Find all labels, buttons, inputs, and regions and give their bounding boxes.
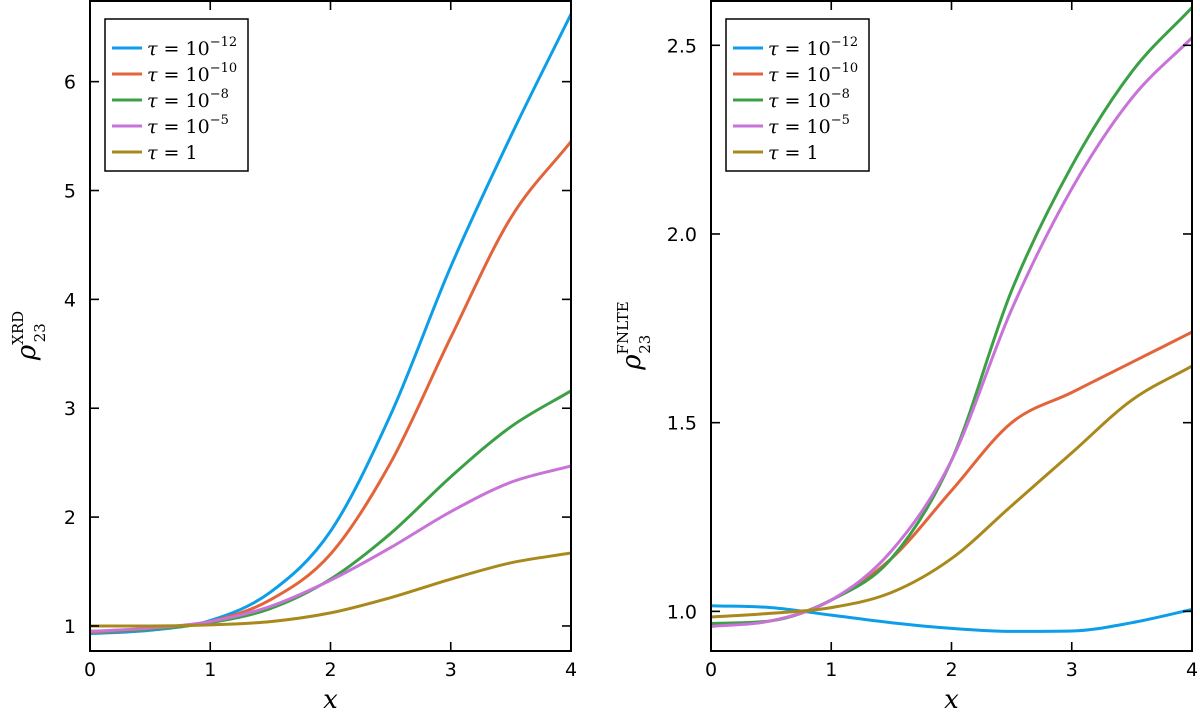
y-axis-label-sub: 23 [636, 335, 654, 354]
y-tick-label: 5 [64, 181, 76, 203]
x-tick-label: 4 [1186, 659, 1198, 681]
legend-label: τ = 10−12 [147, 35, 237, 60]
legend-label: τ = 10−5 [768, 113, 850, 138]
y-tick-label: 2.0 [667, 224, 697, 246]
y-tick-label: 1.0 [667, 601, 697, 623]
series-lines [90, 12, 571, 636]
series-line-left-1 [90, 140, 571, 634]
x-tick-label: 0 [84, 659, 96, 681]
series-line-right-0 [711, 604, 1192, 633]
y-tick-label: 2.5 [667, 35, 697, 57]
series-line-right-1 [711, 330, 1192, 627]
legend-label: τ = 10−8 [768, 87, 850, 112]
y-axis-label-sup: XRD [9, 311, 27, 345]
y-tick-label: 6 [64, 72, 76, 94]
series-line-left-4 [90, 551, 571, 628]
y-axis-label: ρXRD 23 [9, 311, 49, 361]
legend-label: τ = 10−8 [147, 87, 229, 112]
series-line-left-3 [90, 464, 571, 633]
x-tick-label: 3 [445, 659, 457, 681]
x-tick-label: 1 [204, 659, 216, 681]
legend-label: τ = 1 [768, 142, 819, 164]
x-tick-label: 1 [825, 659, 837, 681]
legend-box [725, 18, 870, 172]
x-tick-label: 2 [324, 659, 336, 681]
x-axis-label: x [323, 685, 338, 714]
y-tick-label: 2 [64, 507, 76, 529]
series-line-right-4 [711, 364, 1192, 619]
y-tick-label: 4 [64, 289, 76, 311]
legend-label: τ = 10−10 [768, 61, 858, 86]
x-tick-label: 4 [565, 659, 577, 681]
legend-label: τ = 10−10 [147, 61, 237, 86]
x-tick-label: 3 [1066, 659, 1078, 681]
legend-label: τ = 10−12 [768, 35, 858, 60]
x-tick-label: 2 [945, 659, 957, 681]
y-axis-label: ρFNLTE 23 [614, 301, 654, 371]
y-tick-label: 1 [64, 616, 76, 638]
x-tick-label: 0 [705, 659, 717, 681]
x-axis-label: x [944, 685, 959, 714]
legend-label: τ = 10−5 [147, 113, 229, 138]
legend: τ = 10−12τ = 10−10τ = 10−8τ = 10−5 τ = 1 [725, 18, 870, 172]
legend-label: τ = 1 [147, 142, 198, 164]
legend: τ = 10−12τ = 10−10τ = 10−8τ = 10−5 τ = 1 [104, 18, 249, 172]
series-lines [711, 6, 1192, 633]
y-axis-label-sup: FNLTE [614, 301, 632, 354]
legend-box [104, 18, 249, 172]
y-axis-label-sub: 23 [31, 323, 49, 342]
y-tick-label: 3 [64, 398, 76, 420]
series-line-left-2 [90, 389, 571, 633]
y-tick-label: 1.5 [667, 413, 697, 435]
